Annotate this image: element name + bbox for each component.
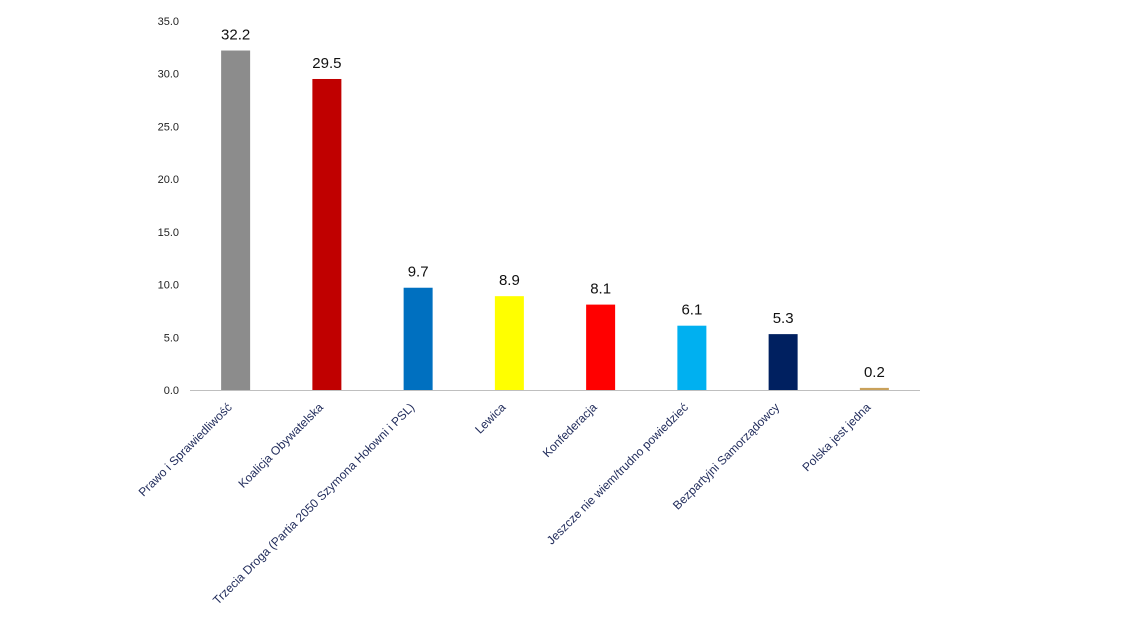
y-axis: 0.0 5.0 10.0 15.0 20.0 25.0 30.0 35.0 <box>158 16 179 397</box>
bar <box>859 387 889 390</box>
bars <box>221 50 889 391</box>
x-category-label: Lewica <box>472 400 509 437</box>
bar-value-label: 32.2 <box>221 27 250 44</box>
y-tick-label: 5.0 <box>164 332 179 344</box>
bar <box>312 78 342 390</box>
x-category-label: Polska jest jedna <box>799 400 873 474</box>
y-tick-label: 15.0 <box>158 227 179 239</box>
bar-value-label: 6.1 <box>681 302 702 319</box>
bar <box>768 334 798 390</box>
bar <box>677 325 707 390</box>
x-category-label: Bezpartyjni Samorządowcy <box>670 400 782 512</box>
bar <box>221 50 251 391</box>
x-axis-labels: Prawo i Sprawiedliwość Koalicja Obywatels… <box>136 400 874 607</box>
y-tick-label: 0.0 <box>164 385 179 397</box>
x-category-label: Jeszcze nie wiem/trudno powiedzieć <box>544 400 691 547</box>
bar <box>586 304 616 390</box>
y-tick-label: 25.0 <box>158 121 179 133</box>
x-category-label: Trzecia Droga (Partia 2050 Szymona Hołow… <box>210 400 417 607</box>
y-tick-label: 20.0 <box>158 174 179 186</box>
bar-value-label: 5.3 <box>773 310 794 327</box>
bar <box>403 287 433 390</box>
y-tick-label: 30.0 <box>158 69 179 81</box>
bar-value-label: 0.2 <box>864 364 885 381</box>
y-tick-label: 10.0 <box>158 280 179 292</box>
value-labels: 32.2 29.5 9.7 8.9 8.1 6.1 5.3 0.2 <box>221 27 885 381</box>
bar-value-label: 8.1 <box>590 281 611 298</box>
x-category-label: Prawo i Sprawiedliwość <box>136 400 235 499</box>
bar-value-label: 8.9 <box>499 272 520 289</box>
bar-value-label: 29.5 <box>312 55 341 72</box>
x-category-label: Konfederacja <box>540 400 600 460</box>
x-category-label: Koalicja Obywatelska <box>235 400 326 491</box>
bar-value-label: 9.7 <box>408 264 429 281</box>
y-tick-label: 35.0 <box>158 16 179 28</box>
bar <box>494 296 524 390</box>
